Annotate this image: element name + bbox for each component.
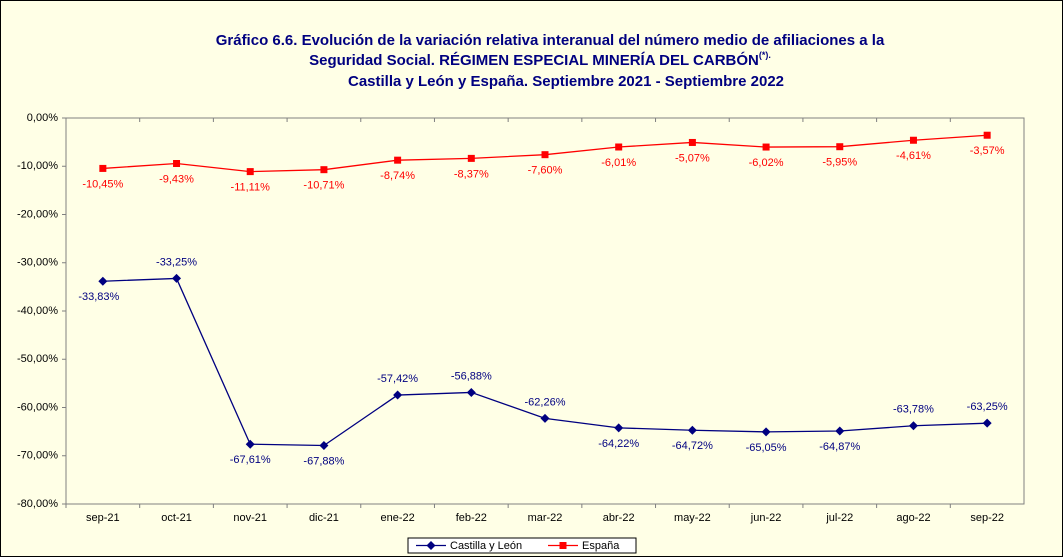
y-tick-label: -80,00% — [17, 498, 58, 510]
marker — [908, 421, 918, 431]
title-note: (*). — [759, 50, 771, 60]
x-tick-label: ene-22 — [380, 512, 414, 524]
marker — [426, 541, 436, 550]
data-label: -57,42% — [377, 373, 418, 385]
legend-label: España — [582, 540, 620, 552]
marker — [836, 143, 844, 151]
y-tick-label: -60,00% — [17, 401, 58, 413]
data-label: -10,71% — [303, 180, 344, 192]
marker — [688, 138, 696, 146]
x-tick-label: may-22 — [674, 512, 711, 524]
y-tick-label: -30,00% — [17, 257, 58, 269]
x-tick-label: abr-22 — [603, 512, 635, 524]
marker — [246, 168, 254, 176]
y-tick-label: -10,00% — [17, 160, 58, 172]
marker — [983, 131, 991, 139]
chart-title: Gráfico 6.6. Evolución de la variación r… — [216, 32, 885, 49]
x-tick-label: ago-22 — [896, 512, 930, 524]
marker — [835, 426, 845, 436]
data-label: -3,57% — [970, 145, 1005, 157]
marker — [909, 136, 917, 144]
x-tick-label: feb-22 — [456, 512, 487, 524]
data-label: -67,61% — [230, 454, 271, 466]
marker — [98, 276, 108, 286]
marker — [173, 159, 181, 167]
data-label: -6,02% — [749, 157, 784, 169]
marker — [762, 143, 770, 151]
x-tick-label: mar-22 — [528, 512, 563, 524]
marker — [245, 439, 255, 449]
data-label: -5,07% — [675, 152, 710, 164]
marker — [99, 164, 107, 172]
data-label: -6,01% — [601, 157, 636, 169]
marker — [541, 151, 549, 159]
data-label: -7,60% — [528, 165, 563, 177]
data-label: -67,88% — [303, 455, 344, 467]
marker — [761, 427, 771, 437]
marker — [559, 542, 567, 549]
y-tick-label: -40,00% — [17, 305, 58, 317]
data-label: -64,87% — [819, 441, 860, 453]
chart-title: Seguridad Social. RÉGIMEN ESPECIAL MINER… — [309, 51, 759, 69]
marker — [319, 441, 329, 451]
data-label: -9,43% — [159, 173, 194, 185]
data-label: -8,74% — [380, 170, 415, 182]
x-tick-label: jul-22 — [825, 512, 853, 524]
x-tick-label: sep-22 — [970, 512, 1004, 524]
data-label: -33,83% — [78, 291, 119, 303]
x-tick-label: dic-21 — [309, 512, 339, 524]
marker — [467, 154, 475, 162]
data-label: -4,61% — [896, 150, 931, 162]
data-label: -65,05% — [746, 442, 787, 454]
data-label: -11,11% — [231, 182, 271, 194]
marker — [982, 418, 992, 428]
data-label: -5,95% — [822, 157, 857, 169]
y-tick-label: -50,00% — [17, 353, 58, 365]
chart-title: Castilla y León y España. Septiembre 202… — [348, 73, 784, 90]
x-tick-label: nov-21 — [233, 512, 267, 524]
data-label: -64,72% — [672, 440, 713, 452]
x-tick-label: oct-21 — [161, 512, 192, 524]
chart-title: Seguridad Social. RÉGIMEN ESPECIAL MINER… — [309, 50, 771, 69]
marker — [466, 387, 476, 397]
marker — [687, 425, 697, 435]
x-tick-label: jun-22 — [750, 512, 782, 524]
marker — [393, 390, 403, 400]
data-label: -8,37% — [454, 168, 489, 180]
y-tick-label: 0,00% — [27, 112, 58, 124]
data-label: -56,88% — [451, 370, 492, 382]
legend-label: Castilla y León — [450, 540, 522, 552]
data-label: -63,78% — [893, 404, 934, 416]
marker — [320, 166, 328, 174]
data-label: -63,25% — [967, 401, 1008, 413]
marker — [615, 143, 623, 151]
legend — [407, 537, 637, 554]
y-tick-label: -20,00% — [17, 208, 58, 220]
marker — [614, 423, 624, 433]
marker — [394, 156, 402, 164]
data-label: -33,25% — [156, 256, 197, 268]
data-label: -62,26% — [525, 396, 566, 408]
y-tick-label: -70,00% — [17, 450, 58, 462]
data-label: -64,22% — [598, 438, 639, 450]
plot-area — [65, 117, 1025, 505]
marker — [540, 413, 550, 423]
x-tick-label: sep-21 — [86, 512, 120, 524]
data-label: -10,45% — [82, 178, 123, 190]
marker — [172, 273, 182, 283]
